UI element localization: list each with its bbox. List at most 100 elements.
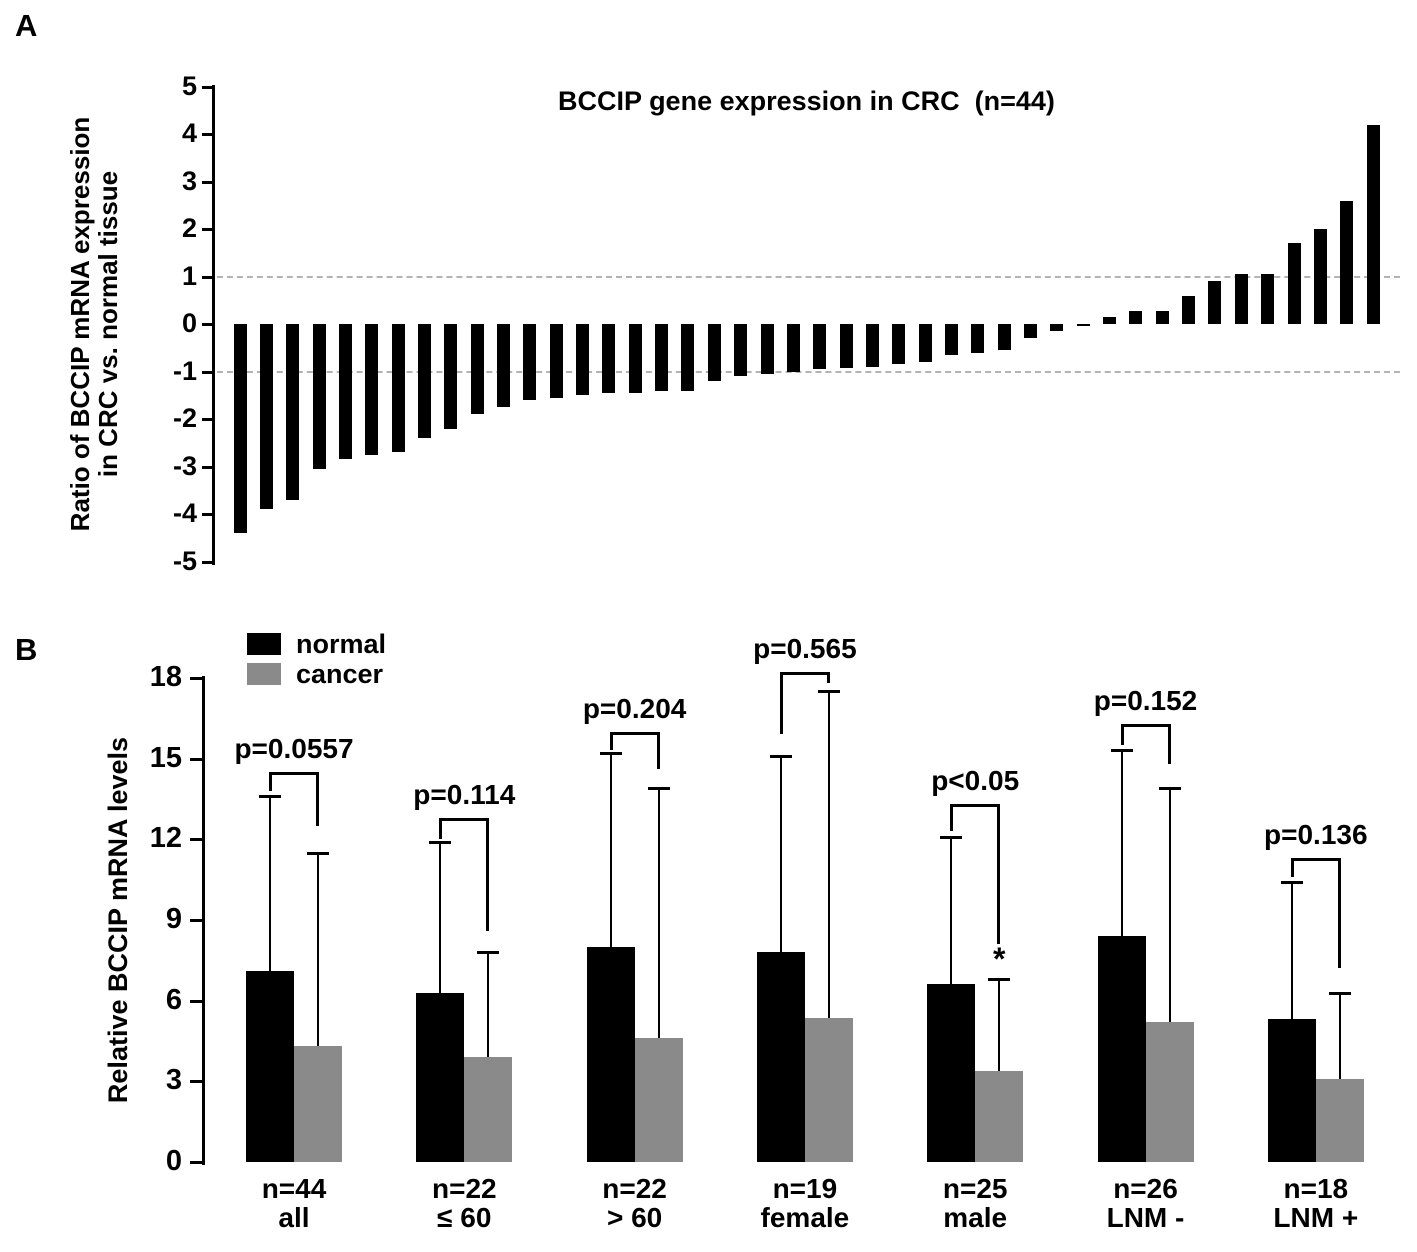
significance-bracket-right (656, 731, 660, 770)
panel-b-y-tick-label: 12 (149, 822, 182, 855)
normal-error-line (779, 755, 782, 953)
panel-b-y-tick (190, 918, 203, 922)
normal-error-line (439, 841, 442, 993)
waterfall-bar (233, 324, 247, 533)
waterfall-bar (628, 324, 642, 393)
significance-bracket-top (1120, 723, 1171, 727)
panel-b-y-axis-line (202, 675, 205, 1165)
normal-bar (1267, 1019, 1316, 1162)
significance-bracket-right (486, 817, 490, 931)
cancer-error-cap (1328, 991, 1351, 995)
significance-bracket-left (269, 771, 272, 791)
panel-a-y-tick-label: 2 (181, 213, 197, 243)
legend-swatch-cancer (247, 663, 281, 685)
cancer-bar (294, 1046, 342, 1162)
normal-bar (246, 971, 294, 1162)
significance-bracket-right (1167, 723, 1171, 764)
panel-a-y-axis-label: Ratio of BCCIP mRNA expression in CRC vs… (65, 64, 123, 584)
cancer-bar (975, 1070, 1024, 1162)
cancer-bar (804, 1018, 853, 1162)
group-sub-label: all (278, 1202, 310, 1233)
normal-error-line (269, 796, 271, 971)
panel-b-y-axis-label: Relative BCCIP mRNA levels (103, 736, 133, 1104)
panel-a-y-tick-label: -3 (172, 450, 197, 481)
p-value-label: p=0.565 (753, 633, 857, 665)
panel-a-y-tick-label: -5 (172, 545, 197, 576)
significance-bracket-top (779, 672, 830, 676)
significance-star: * (992, 941, 1006, 978)
normal-error-line (1290, 882, 1293, 1020)
waterfall-bar (786, 324, 800, 372)
panel-b-y-tick (190, 999, 203, 1003)
p-value-label: p=0.136 (1264, 819, 1368, 851)
panel-a-y-axis-label-line2: in CRC vs. normal tissue (93, 170, 123, 478)
cancer-error-line (657, 788, 660, 1039)
normal-error-cap (599, 752, 622, 756)
waterfall-bar (1366, 124, 1380, 324)
panel-b-y-tick-label: 9 (165, 902, 182, 935)
cancer-error-line (1338, 992, 1341, 1079)
significance-bracket-left (1120, 723, 1124, 746)
normal-error-line (1120, 750, 1123, 937)
normal-bar (416, 992, 465, 1162)
waterfall-bar (1261, 274, 1275, 324)
waterfall-bar (576, 324, 590, 396)
waterfall-bar (1208, 281, 1222, 324)
panel-b-y-tick-label: 3 (165, 1064, 182, 1097)
significance-bracket-left (439, 817, 443, 840)
cancer-error-cap (817, 690, 840, 694)
panel-a-y-tick-label: -1 (172, 355, 197, 386)
p-value-label: p=0.0557 (234, 732, 354, 764)
panel-b-letter: B (15, 632, 38, 667)
p-value-label: p=0.114 (413, 778, 516, 810)
panel-a-y-tick-label: 5 (181, 70, 197, 101)
waterfall-bar (312, 324, 326, 469)
panel-b-y-tick-label: 18 (149, 660, 182, 693)
waterfall-bar (707, 324, 721, 381)
significance-bracket-top (269, 771, 319, 775)
cancer-error-cap (307, 851, 329, 855)
group-sub-label: male (943, 1202, 1008, 1233)
group-sub-label: LNM - (1106, 1202, 1185, 1233)
significance-bracket-top (439, 817, 490, 821)
waterfall-bar (497, 324, 510, 408)
waterfall-bar (1340, 200, 1354, 324)
panel-a-y-tick (202, 85, 213, 89)
waterfall-bar (918, 324, 932, 362)
panel-a-letter: A (15, 8, 38, 43)
group-n-label: n=18 (1283, 1173, 1349, 1204)
cancer-bar (464, 1057, 513, 1162)
waterfall-bar (417, 324, 431, 438)
normal-error-cap (259, 795, 281, 799)
normal-bar (586, 946, 635, 1162)
cancer-error-cap (647, 787, 670, 791)
waterfall-bar (549, 324, 563, 398)
group-sub-label: > 60 (606, 1202, 663, 1233)
waterfall-bar (944, 324, 958, 355)
cancer-error-cap (1158, 787, 1181, 791)
waterfall-bar (1050, 324, 1064, 332)
waterfall-bar (760, 324, 774, 374)
legend-swatch-normal (247, 633, 281, 655)
waterfall-bar (1024, 324, 1037, 339)
cancer-error-cap (988, 978, 1011, 982)
waterfall-bar (1103, 316, 1117, 324)
waterfall-bar (892, 324, 906, 365)
waterfall-bar (338, 324, 352, 460)
normal-error-cap (1280, 881, 1303, 885)
panel-a-y-tick-label: -4 (172, 498, 197, 528)
panel-a-y-axis-line (212, 84, 215, 565)
panel-b-y-tick (190, 838, 203, 842)
waterfall-bar (813, 324, 827, 370)
significance-bracket-left (950, 804, 954, 832)
panel-a-y-tick-label: 0 (181, 308, 197, 338)
group-n-label: n=22 (431, 1173, 497, 1204)
normal-error-cap (1110, 749, 1133, 753)
normal-error-line (609, 753, 612, 947)
cancer-error-line (487, 952, 490, 1058)
panel-a-y-tick-label: -2 (172, 403, 197, 433)
waterfall-bar (1129, 310, 1143, 324)
panel-b-y-tick (190, 1161, 203, 1164)
panel-a-y-tick-label: 4 (181, 118, 197, 148)
